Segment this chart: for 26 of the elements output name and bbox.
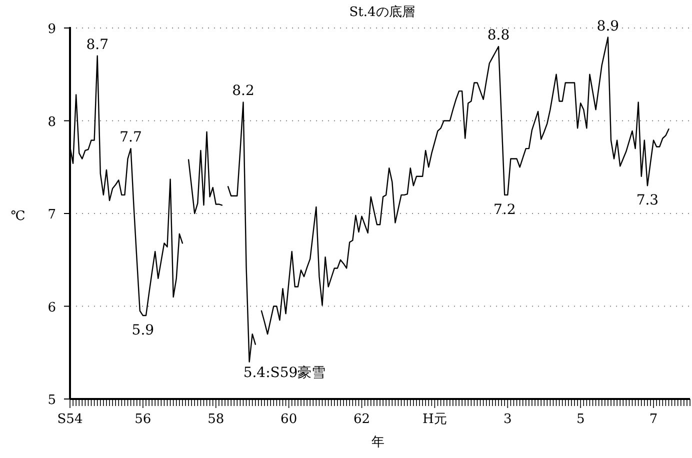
annotation: 8.8 xyxy=(487,28,510,44)
y-tick-label: 8 xyxy=(48,114,56,130)
annotation: 5.9 xyxy=(132,322,154,339)
y-tick-label: 9 xyxy=(48,22,56,37)
annotation: 7.3 xyxy=(636,192,659,209)
annotation: 7.7 xyxy=(120,130,142,146)
x-tick-label: 58 xyxy=(208,412,224,427)
x-tick-label: 56 xyxy=(134,412,152,427)
annotation: 7.2 xyxy=(493,202,516,218)
x-tick-label: S54 xyxy=(57,412,83,427)
x-axis-title: 年 xyxy=(372,435,384,450)
chart-title: St.4の底層 xyxy=(349,5,415,20)
y-axis-title: ℃ xyxy=(10,209,26,224)
annotation: 8.9 xyxy=(596,18,620,34)
x-tick-label: 60 xyxy=(280,412,298,427)
x-tick-label: 7 xyxy=(649,412,658,427)
annotation: 8.7 xyxy=(86,36,108,53)
y-tick-label: 5 xyxy=(48,393,56,408)
x-tick-label: 62 xyxy=(353,412,370,427)
annotation: 5.4:S59豪雪 xyxy=(243,364,326,381)
y-tick-label: 6 xyxy=(48,300,56,316)
x-tick-label: 5 xyxy=(576,412,585,427)
x-tick-label: H元 xyxy=(422,412,447,427)
y-tick-label: 7 xyxy=(48,208,56,222)
x-tick-label: 3 xyxy=(504,412,512,427)
annotation: 8.2 xyxy=(232,83,254,100)
